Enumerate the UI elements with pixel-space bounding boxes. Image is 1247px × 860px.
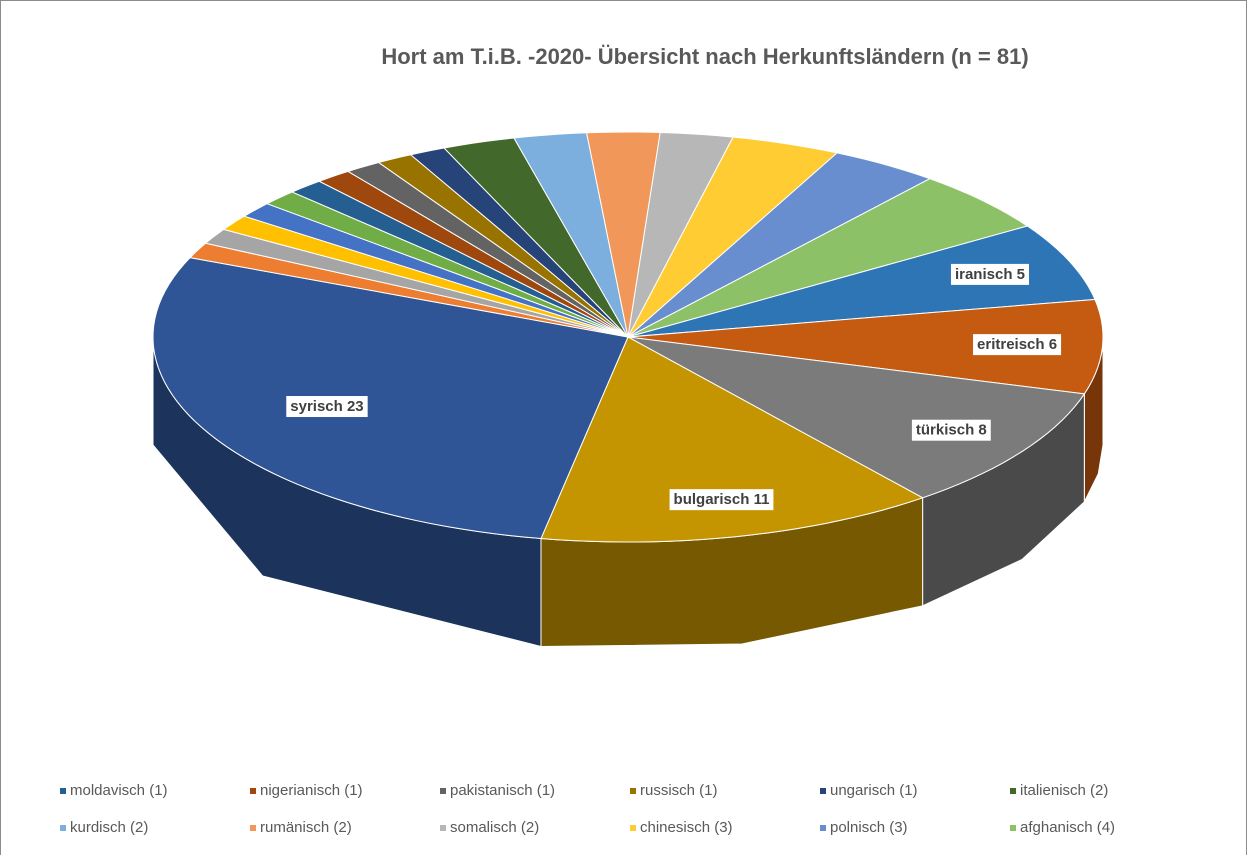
slice: [443, 137, 629, 338]
legend-label: somalisch (2): [450, 819, 539, 836]
legend-swatch: [60, 825, 66, 831]
data-label-box: [950, 263, 1030, 285]
data-label: eritreisch 6: [977, 336, 1057, 353]
slice: [265, 191, 629, 338]
legend-label: chinesisch (3): [640, 819, 733, 836]
legend-label: afghanisch (4): [1020, 819, 1115, 836]
legend-label: moldavisch (1): [70, 782, 168, 799]
legend-swatch: [60, 788, 66, 794]
slice: [540, 336, 924, 543]
data-label: syrisch 23: [290, 398, 363, 415]
legend: moldavisch (1) nigerianisch (1) pakistanis…: [60, 782, 1115, 836]
legend-label: ungarisch (1): [830, 782, 918, 799]
slice: [152, 257, 629, 540]
slice: [627, 152, 932, 338]
legend-swatch: [1010, 825, 1016, 831]
data-label: iranisch 5: [955, 266, 1025, 283]
slice: [627, 298, 1104, 395]
slice: [627, 178, 1029, 338]
data-label-box: [669, 489, 774, 511]
data-label: bulgarisch 11: [674, 491, 770, 508]
slice: [627, 136, 839, 338]
legend-label: russisch (1): [640, 782, 718, 799]
legend-swatch: [820, 825, 826, 831]
data-label: türkisch 8: [916, 422, 987, 439]
legend-label: nigerianisch (1): [260, 782, 363, 799]
legend-swatch: [440, 825, 446, 831]
legend-label: rumänisch (2): [260, 819, 352, 836]
slice: [627, 336, 1086, 499]
slice: [513, 132, 629, 338]
legend-label: kurdisch (2): [70, 819, 148, 836]
legend-swatch: [250, 788, 256, 794]
data-label-box: [973, 334, 1062, 356]
legend-swatch: [250, 825, 256, 831]
data-label-box: [286, 396, 368, 418]
slice: [627, 131, 734, 338]
legend-label: polnisch (3): [830, 819, 908, 836]
legend-swatch: [630, 825, 636, 831]
legend-swatch: [440, 788, 446, 794]
chart-title: Hort am T.i.B. -2020- Übersicht nach Her…: [381, 44, 1028, 69]
pie: iranisch 5 eritreisch 6 türkisch 8 bulgaris…: [152, 131, 1104, 648]
slice: [627, 225, 1096, 338]
legend-label: pakistanisch (1): [450, 782, 555, 799]
slice: [585, 131, 661, 338]
data-label-box: [911, 419, 991, 441]
legend-swatch: [1010, 788, 1016, 794]
legend-swatch: [820, 788, 826, 794]
legend-swatch: [630, 788, 636, 794]
legend-label: italienisch (2): [1020, 782, 1108, 799]
